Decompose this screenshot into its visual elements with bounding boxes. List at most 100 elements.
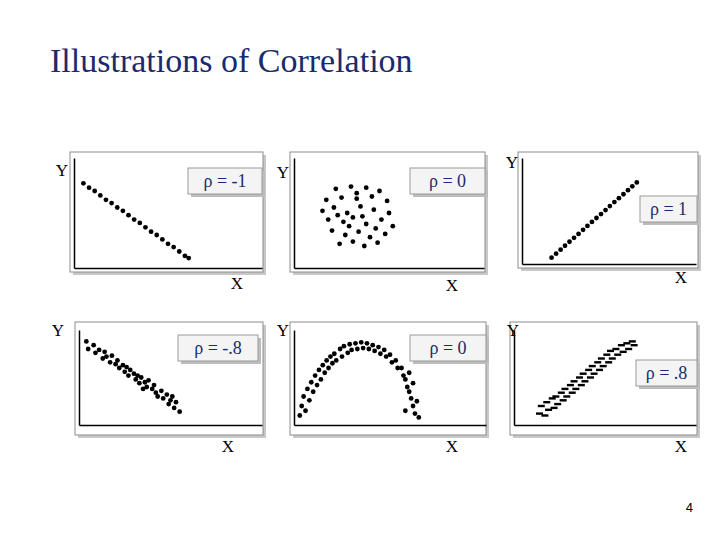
point xyxy=(368,235,373,240)
point xyxy=(139,375,144,380)
point xyxy=(152,383,157,388)
point xyxy=(120,208,125,213)
point xyxy=(563,395,570,397)
point xyxy=(301,394,306,399)
point xyxy=(355,347,360,352)
x-label: X xyxy=(446,276,458,295)
point xyxy=(354,191,359,196)
point xyxy=(572,235,577,240)
point xyxy=(634,180,639,185)
point xyxy=(587,376,594,378)
point xyxy=(104,354,109,359)
point xyxy=(351,215,356,220)
point xyxy=(177,409,182,414)
point xyxy=(128,368,133,373)
point xyxy=(309,380,314,385)
axis-line xyxy=(523,264,697,266)
point xyxy=(589,365,596,367)
point xyxy=(371,207,376,212)
point xyxy=(617,196,622,201)
point xyxy=(349,348,354,353)
point xyxy=(347,224,352,229)
point xyxy=(320,363,325,368)
panel: YXρ = -.8 xyxy=(52,321,266,456)
point xyxy=(411,381,416,386)
point xyxy=(170,394,175,399)
x-label: X xyxy=(675,437,687,456)
point xyxy=(141,387,146,392)
point xyxy=(154,233,159,238)
axis-line xyxy=(522,159,524,265)
point xyxy=(603,354,610,356)
point xyxy=(375,240,380,245)
point xyxy=(607,204,612,209)
point xyxy=(576,231,581,236)
slide-title: Illustrations of Correlation xyxy=(50,42,413,79)
point xyxy=(137,221,142,226)
point xyxy=(558,247,563,252)
point xyxy=(122,369,127,374)
y-axis xyxy=(74,159,75,269)
x-label: X xyxy=(222,437,234,456)
panel: YXρ = -1 xyxy=(56,152,266,293)
point xyxy=(580,373,587,375)
point xyxy=(330,361,335,366)
point xyxy=(332,351,337,356)
annotation-box xyxy=(640,196,697,222)
point xyxy=(320,208,325,213)
point xyxy=(385,199,390,204)
point xyxy=(81,181,86,186)
annotation-box xyxy=(636,360,697,386)
point xyxy=(132,217,137,222)
point xyxy=(328,354,333,359)
point xyxy=(411,404,416,409)
point xyxy=(143,225,148,230)
axis-line xyxy=(74,159,76,269)
axis-line xyxy=(79,331,81,426)
y-label: Y xyxy=(277,163,289,182)
axis-line xyxy=(294,331,296,426)
point xyxy=(297,413,302,418)
axis-line xyxy=(295,425,487,427)
point xyxy=(403,377,408,382)
point xyxy=(594,216,599,221)
y-label: Y xyxy=(507,321,519,340)
point xyxy=(109,201,114,206)
point xyxy=(567,384,574,386)
point xyxy=(581,227,586,232)
point xyxy=(366,347,371,352)
point xyxy=(578,384,585,386)
point xyxy=(161,396,166,401)
point xyxy=(609,357,616,359)
y-axis xyxy=(522,159,523,265)
point xyxy=(382,348,387,353)
point xyxy=(324,197,329,202)
y-label: Y xyxy=(52,321,64,340)
annotation-box xyxy=(410,335,486,361)
point xyxy=(591,373,598,375)
point xyxy=(414,399,419,404)
y-axis xyxy=(514,331,515,426)
point xyxy=(98,193,103,198)
x-axis xyxy=(80,425,263,426)
point xyxy=(342,344,347,349)
point xyxy=(612,348,619,350)
point xyxy=(567,239,572,244)
point xyxy=(343,233,348,238)
point xyxy=(399,366,404,371)
point xyxy=(149,229,154,234)
point xyxy=(359,340,364,345)
point xyxy=(538,405,545,407)
point xyxy=(303,408,308,413)
point xyxy=(543,401,550,403)
point xyxy=(126,373,131,378)
point xyxy=(87,185,92,190)
point xyxy=(186,256,191,261)
point xyxy=(317,368,322,373)
point xyxy=(92,189,97,194)
point xyxy=(326,366,331,371)
point xyxy=(407,370,412,375)
point xyxy=(341,219,346,224)
panel: YXρ = 1 xyxy=(506,152,701,287)
point xyxy=(354,196,359,201)
